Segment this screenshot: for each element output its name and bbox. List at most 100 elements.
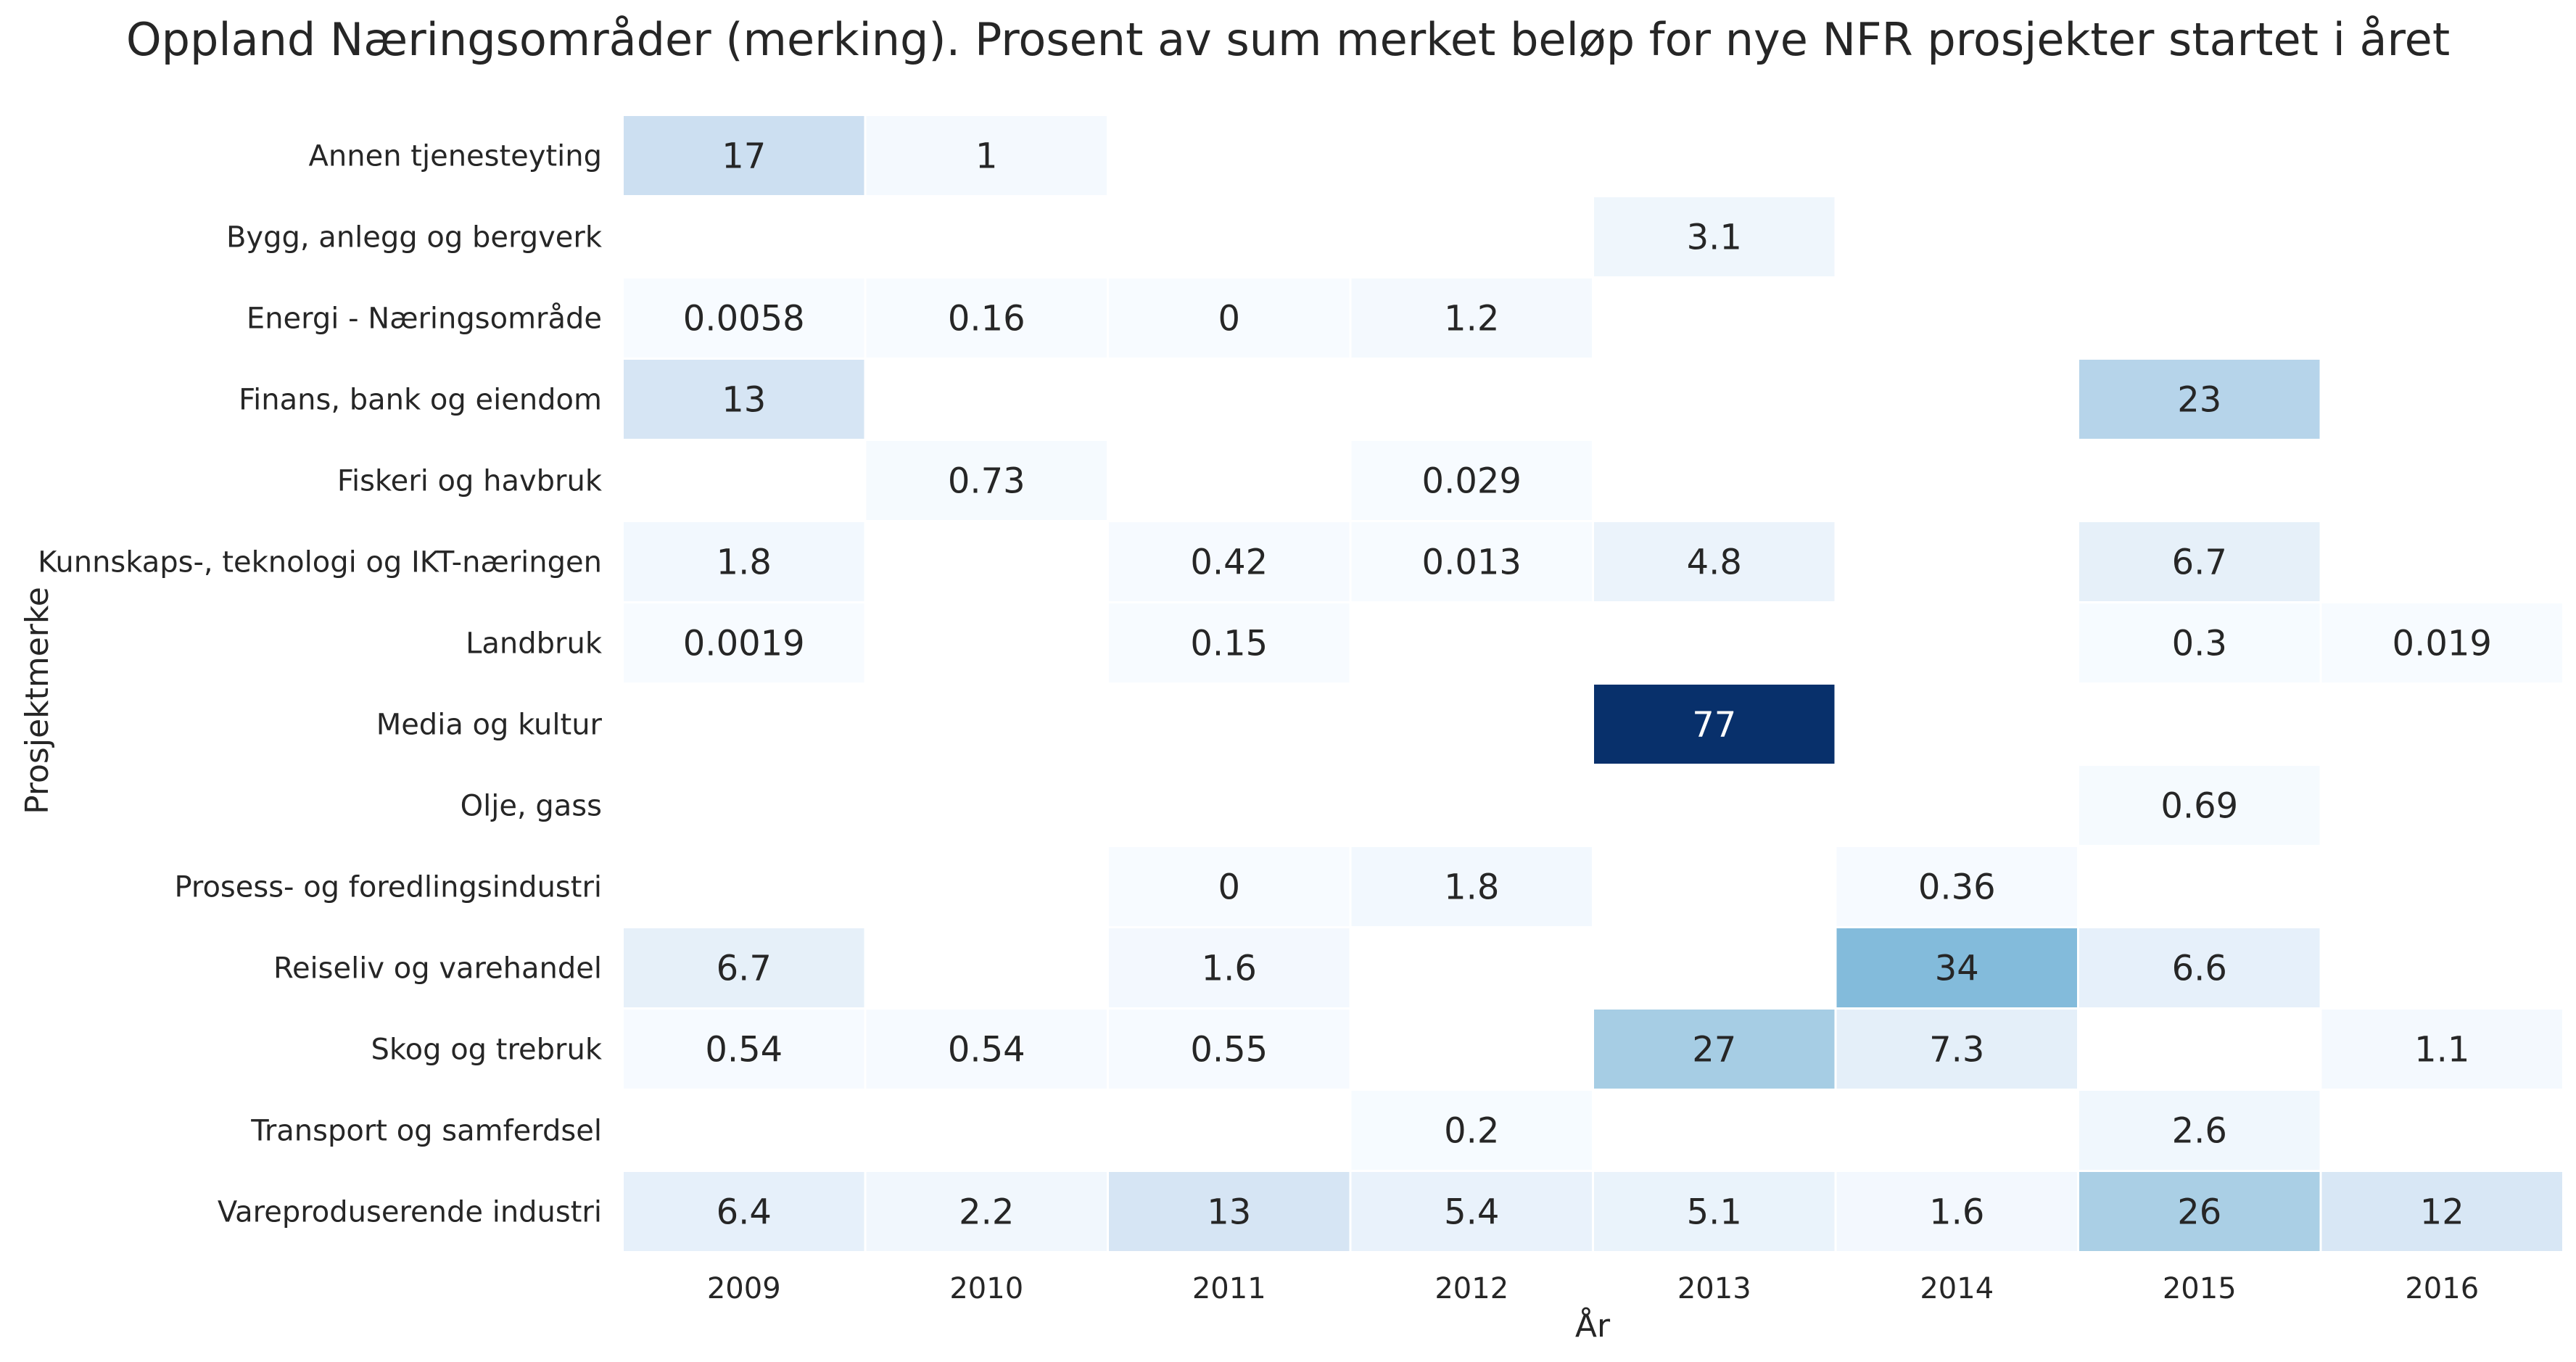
heatmap-cell [2079, 766, 2320, 845]
y-tick-label: Transport og samferdsel [250, 1115, 602, 1148]
y-tick-label: Prosess- og foredlingsindustri [174, 871, 602, 904]
heatmap-cell [2079, 603, 2320, 682]
x-tick-label: 2016 [2405, 1272, 2479, 1305]
cell-value-label: 2.6 [2172, 1111, 2227, 1152]
cell-value-label: 1.8 [1444, 867, 1499, 908]
cell-value-label: 0.15 [1190, 624, 1268, 664]
heatmap-cell [624, 522, 864, 601]
cell-value-label: 0.029 [1422, 461, 1522, 502]
heatmap-cell [2079, 360, 2320, 439]
cell-value-label: 12 [2420, 1192, 2464, 1233]
heatmap-cell [1351, 1172, 1592, 1251]
cell-value-label: 0.16 [948, 299, 1025, 339]
y-tick-label: Reiseliv og varehandel [273, 952, 602, 986]
cell-value-label: 3.1 [1687, 218, 1742, 258]
heatmap-cell [624, 603, 864, 682]
cell-value-label: 5.1 [1687, 1192, 1742, 1233]
cell-value-label: 0 [1218, 867, 1240, 908]
cell-value-label: 1.8 [717, 542, 772, 583]
heatmap-cell [1351, 278, 1592, 358]
cell-value-label: 0.0019 [683, 624, 805, 664]
heatmap-cell [2079, 522, 2320, 601]
heatmap-cell [866, 441, 1107, 520]
cell-value-label: 0.42 [1190, 542, 1268, 583]
heatmap-cell [1109, 278, 1350, 358]
heatmap-cell [866, 1010, 1107, 1089]
cell-value-label: 0.54 [948, 1030, 1025, 1070]
heatmap-cell [2079, 928, 2320, 1007]
y-tick-label: Olje, gass [461, 790, 602, 823]
heatmap-cell [1351, 522, 1592, 601]
cell-value-label: 7.3 [1929, 1030, 1984, 1070]
x-tick-label: 2015 [2163, 1272, 2237, 1305]
x-tick-label: 2014 [1920, 1272, 1994, 1305]
heatmap-cell [866, 278, 1107, 358]
y-tick-label: Kunnskaps-, teknologi og IKT-næringen [38, 546, 602, 579]
y-tick-label: Vareproduserende industri [218, 1196, 602, 1229]
heatmap-cell [2079, 1172, 2320, 1251]
x-tick-label: 2013 [1677, 1272, 1751, 1305]
cell-value-label: 27 [1692, 1030, 1736, 1070]
x-tick-label: 2011 [1192, 1272, 1266, 1305]
cell-value-label: 23 [2177, 380, 2221, 421]
heatmap-cell [866, 116, 1107, 195]
cell-value-label: 0.36 [1918, 867, 1996, 908]
heatmap-cell [1594, 197, 1835, 276]
cell-value-label: 6.4 [717, 1192, 772, 1233]
cell-value-label: 5.4 [1444, 1192, 1499, 1233]
x-axis-label: År [1575, 1306, 1611, 1345]
y-tick-label: Skog og trebruk [371, 1033, 603, 1067]
cell-value-label: 0.3 [2172, 624, 2227, 664]
heatmap-cell [1351, 847, 1592, 926]
cell-value-label: 0.69 [2160, 786, 2238, 827]
cell-value-label: 1.2 [1444, 299, 1499, 339]
cell-value-label: 0.54 [705, 1030, 783, 1070]
heatmap-cell [1594, 522, 1835, 601]
y-tick-label: Fiskeri og havbruk [337, 465, 603, 498]
heatmap-cell [2079, 1091, 2320, 1170]
cell-value-label: 1.6 [1202, 949, 1257, 989]
cell-value-label: 4.8 [1687, 542, 1742, 583]
heatmap-cell [866, 1172, 1107, 1251]
heatmap-cell [1836, 1010, 2077, 1089]
heatmap-cell [624, 116, 864, 195]
heatmap-cell [1594, 1172, 1835, 1251]
heatmap-cell [1351, 441, 1592, 520]
heatmap-cell [1109, 603, 1350, 682]
heatmap-cell [1836, 1172, 2077, 1251]
y-tick-label: Annen tjenesteyting [309, 140, 602, 173]
cell-value-label: 0.019 [2393, 624, 2492, 664]
cell-value-label: 17 [722, 136, 766, 177]
y-axis-label: Prosjektmerke [19, 587, 56, 814]
heatmap-cell [624, 360, 864, 439]
cell-value-label: 77 [1692, 705, 1736, 746]
y-tick-label: Media og kultur [376, 709, 603, 742]
heatmap-cells [624, 116, 2562, 1251]
cell-value-label: 26 [2177, 1192, 2221, 1233]
heatmap-cell [1109, 1010, 1350, 1089]
x-tick-label: 2012 [1434, 1272, 1508, 1305]
cell-value-label: 2.2 [959, 1192, 1014, 1233]
cell-value-label: 0.013 [1422, 542, 1522, 583]
y-tick-labels: Annen tjenesteyting Bygg, anlegg og bergv… [38, 140, 603, 1229]
y-tick-label: Energi - Næringsområde [247, 302, 602, 336]
cell-value-label: 0.2 [1444, 1111, 1499, 1152]
cell-value-label: 13 [1207, 1192, 1251, 1233]
cell-value-label: 6.7 [2172, 542, 2227, 583]
y-tick-label: Bygg, anlegg og bergverk [226, 221, 603, 255]
heatmap-cell [2321, 603, 2562, 682]
heatmap-cell [1109, 1172, 1350, 1251]
heatmap-cell [1836, 928, 2077, 1007]
heatmap-cell [1594, 685, 1835, 764]
heatmap-cell [2321, 1172, 2562, 1251]
cell-value-label: 1.6 [1929, 1192, 1984, 1233]
y-tick-label: Landbruk [466, 627, 603, 661]
cell-value-label: 0.73 [948, 461, 1025, 502]
x-tick-labels: 2009 2010 2011 2012 2013 2014 2015 2016 [707, 1272, 2479, 1305]
heatmap-cell [624, 1010, 864, 1089]
heatmap-cell [1109, 928, 1350, 1007]
cell-value-label: 6.7 [717, 949, 772, 989]
cell-value-label: 1.1 [2414, 1030, 2469, 1070]
cell-value-label: 0.55 [1190, 1030, 1268, 1070]
